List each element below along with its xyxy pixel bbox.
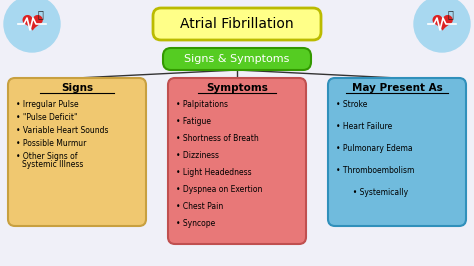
Text: • Shortness of Breath: • Shortness of Breath bbox=[176, 134, 259, 143]
Text: Signs: Signs bbox=[61, 83, 93, 93]
Circle shape bbox=[414, 0, 470, 52]
Text: • Stroke: • Stroke bbox=[336, 100, 367, 109]
Text: • Light Headedness: • Light Headedness bbox=[176, 168, 252, 177]
FancyBboxPatch shape bbox=[153, 8, 321, 40]
Text: 𝄞: 𝄞 bbox=[37, 9, 43, 19]
Text: • Dyspnea on Exertion: • Dyspnea on Exertion bbox=[176, 185, 263, 194]
FancyBboxPatch shape bbox=[8, 78, 146, 226]
Text: Systemic Illness: Systemic Illness bbox=[22, 160, 83, 169]
Text: • Palpitations: • Palpitations bbox=[176, 100, 228, 109]
Text: • Irregular Pulse: • Irregular Pulse bbox=[16, 100, 79, 109]
Text: • Possible Murmur: • Possible Murmur bbox=[16, 139, 86, 148]
Text: • Syncope: • Syncope bbox=[176, 219, 215, 228]
Text: • Chest Pain: • Chest Pain bbox=[176, 202, 223, 211]
Text: • Other Signs of: • Other Signs of bbox=[16, 152, 78, 161]
Text: Signs & Symptoms: Signs & Symptoms bbox=[184, 54, 290, 64]
Text: • Variable Heart Sounds: • Variable Heart Sounds bbox=[16, 126, 109, 135]
Text: • "Pulse Deficit": • "Pulse Deficit" bbox=[16, 113, 78, 122]
FancyBboxPatch shape bbox=[168, 78, 306, 244]
Text: Symptoms: Symptoms bbox=[206, 83, 268, 93]
Text: • Fatigue: • Fatigue bbox=[176, 117, 211, 126]
Text: • Thromboembolism: • Thromboembolism bbox=[336, 166, 414, 175]
FancyBboxPatch shape bbox=[163, 48, 311, 70]
FancyBboxPatch shape bbox=[328, 78, 466, 226]
Text: May Present As: May Present As bbox=[352, 83, 442, 93]
Text: 𝄞: 𝄞 bbox=[447, 9, 453, 19]
Text: • Heart Failure: • Heart Failure bbox=[336, 122, 392, 131]
Text: • Pulmonary Edema: • Pulmonary Edema bbox=[336, 144, 413, 153]
Text: • Systemically: • Systemically bbox=[348, 188, 408, 197]
Text: ❤: ❤ bbox=[430, 10, 454, 38]
Text: ❤: ❤ bbox=[20, 10, 44, 38]
Text: • Dizziness: • Dizziness bbox=[176, 151, 219, 160]
Circle shape bbox=[4, 0, 60, 52]
Text: Atrial Fibrillation: Atrial Fibrillation bbox=[180, 17, 294, 31]
